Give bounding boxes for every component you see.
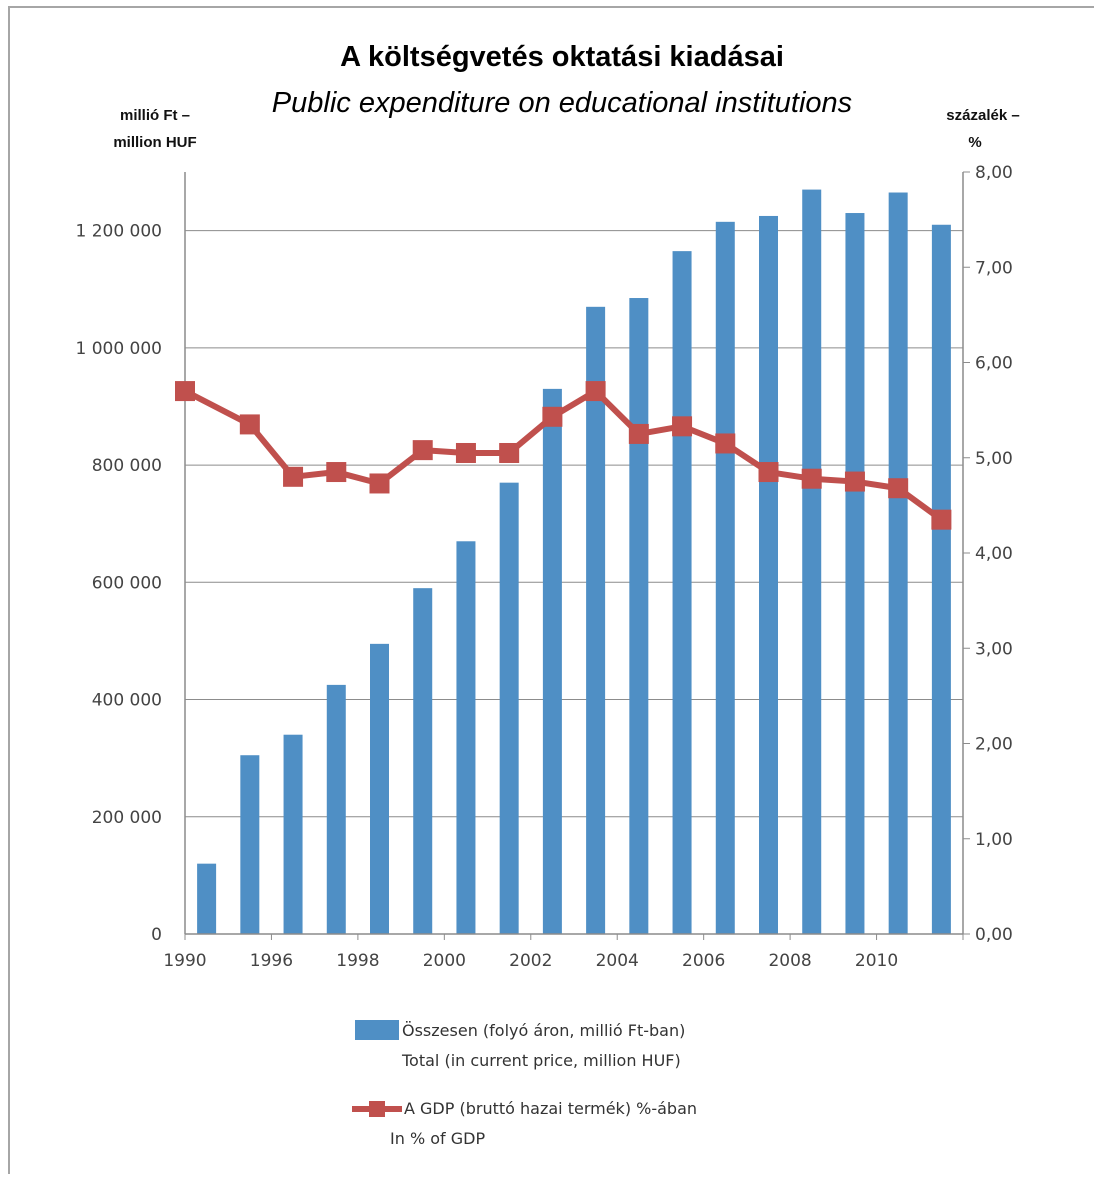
y-left-tick-label: 200 000 — [92, 808, 162, 828]
marker-2002 — [542, 406, 563, 427]
left-axis-unit-line1: millió Ft – — [120, 107, 190, 124]
y-right-tick-label: 1,00 — [975, 830, 1013, 850]
bar-1997 — [326, 684, 346, 934]
marker-2010 — [888, 478, 909, 499]
marker-2008 — [801, 468, 822, 489]
x-tick-label: 2002 — [509, 951, 552, 971]
legend-label-bars-line1: Összesen (folyó áron, millió Ft-ban) — [402, 1021, 685, 1040]
legend-swatch-marker — [369, 1101, 385, 1117]
y-right-tick-label: 6,00 — [975, 354, 1013, 374]
marker-2001 — [499, 442, 520, 463]
bar-1996 — [283, 734, 303, 934]
right-axis-unit-line1: százalék – — [946, 107, 1019, 124]
bar-2004 — [629, 298, 649, 934]
y-left-tick-label: 1 200 000 — [75, 222, 162, 242]
bar-2005 — [672, 251, 692, 935]
marker-1997 — [326, 462, 347, 483]
right-axis-unit-line2: % — [968, 134, 981, 151]
y-right-tick-label: 8,00 — [975, 163, 1013, 183]
gridlines — [185, 230, 963, 818]
y-left-tick-label: 400 000 — [92, 691, 162, 711]
bar-2001 — [499, 482, 519, 934]
marker-2003 — [585, 381, 606, 402]
marker-1990 — [175, 381, 195, 402]
bar-2011 — [931, 224, 951, 934]
bar-2000 — [456, 541, 476, 934]
legend-label-bars-line2: Total (in current price, million HUF) — [401, 1051, 681, 1070]
bar-1990 — [197, 863, 217, 934]
bar-2003 — [586, 306, 606, 934]
marker-1995 — [239, 414, 260, 435]
bar-1998 — [370, 643, 389, 934]
x-tick-label: 2004 — [596, 951, 639, 971]
bar-2008 — [802, 189, 822, 935]
marker-2011 — [931, 509, 952, 530]
x-tick-label: 2008 — [768, 951, 811, 971]
y-right-tick-label: 7,00 — [975, 258, 1013, 278]
legend-label-line-line1: A GDP (bruttó hazai termék) %-ában — [404, 1099, 697, 1118]
x-tick-label: 1990 — [163, 951, 206, 971]
chart-title: A költségvetés oktatási kiadásai — [340, 41, 784, 73]
marker-2009 — [844, 471, 865, 492]
y-left-tick-label: 800 000 — [92, 456, 162, 476]
marker-1998 — [369, 473, 390, 494]
bar-2006 — [715, 221, 735, 935]
left-axis-unit-line2: million HUF — [113, 134, 196, 151]
marker-1996 — [283, 466, 304, 487]
legend: Összesen (folyó áron, millió Ft-ban) Tot… — [352, 1020, 697, 1148]
x-tick-label: 1998 — [336, 951, 379, 971]
bar-1995 — [240, 755, 260, 934]
bar-2002 — [542, 388, 562, 934]
chart-frame — [8, 6, 1094, 1174]
y-right-tick-label: 0,00 — [975, 925, 1013, 945]
legend-swatch-bars — [355, 1020, 399, 1040]
y-left-tick-label: 600 000 — [92, 573, 162, 593]
axes — [184, 171, 970, 940]
marker-2000 — [455, 442, 476, 463]
y-right-tick-label: 5,00 — [975, 449, 1013, 469]
line-series — [175, 381, 952, 530]
chart-subtitle: Public expenditure on educational instit… — [272, 87, 852, 119]
tick-labels: 0 200 000 400 000 600 000 800 000 1 000 000 1 … — [75, 163, 1012, 971]
marker-2005 — [672, 416, 693, 437]
legend-label-line-line2: In % of GDP — [390, 1129, 485, 1148]
bar-series — [197, 189, 951, 935]
y-right-tick-label: 2,00 — [975, 735, 1013, 755]
y-right-tick-label: 3,00 — [975, 639, 1013, 659]
bar-1999 — [413, 588, 433, 934]
x-tick-label: 1996 — [250, 951, 293, 971]
marker-2006 — [715, 433, 736, 454]
bar-2009 — [845, 213, 865, 934]
x-tick-label: 2010 — [855, 951, 898, 971]
x-tick-label: 2006 — [682, 951, 725, 971]
marker-2007 — [758, 462, 779, 483]
y-left-tick-label: 1 000 000 — [75, 339, 162, 359]
marker-2004 — [628, 423, 649, 444]
y-right-tick-label: 4,00 — [975, 544, 1013, 564]
y-left-tick-label: 0 — [151, 925, 162, 945]
gdp-line — [183, 388, 944, 523]
marker-1999 — [412, 440, 433, 461]
bar-2007 — [759, 215, 778, 934]
bar-2010 — [888, 192, 908, 934]
x-tick-label: 2000 — [423, 951, 466, 971]
